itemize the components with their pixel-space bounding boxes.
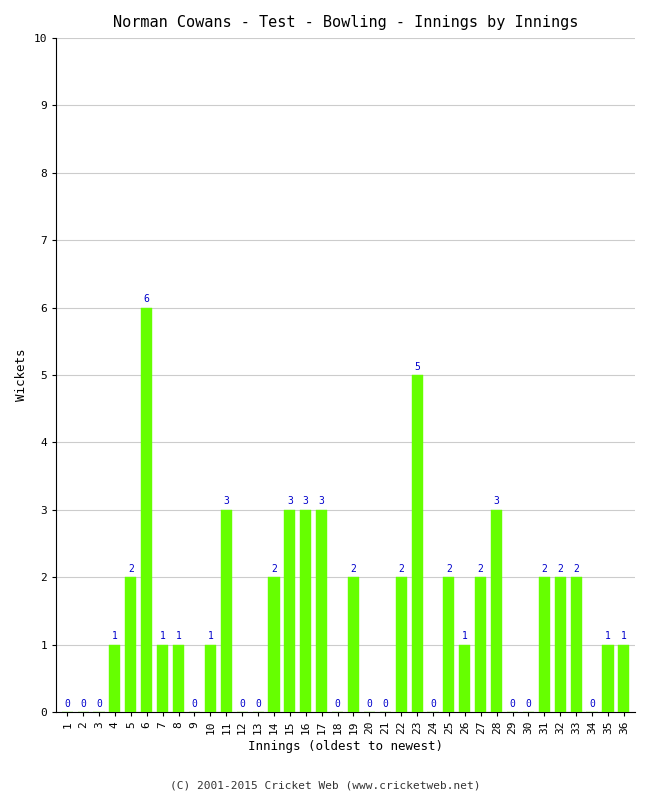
Text: 0: 0 [382,698,388,709]
Bar [475,577,486,712]
Text: 2: 2 [573,564,579,574]
Text: 1: 1 [621,631,627,641]
Text: 0: 0 [589,698,595,709]
Text: (C) 2001-2015 Cricket Web (www.cricketweb.net): (C) 2001-2015 Cricket Web (www.cricketwe… [170,781,480,790]
Bar [205,645,216,712]
Bar [173,645,184,712]
Text: 2: 2 [446,564,452,574]
Text: 3: 3 [494,497,500,506]
Text: 6: 6 [144,294,150,304]
Text: 0: 0 [64,698,70,709]
Text: 0: 0 [525,698,532,709]
Text: 2: 2 [541,564,547,574]
Text: 2: 2 [557,564,563,574]
Bar [539,577,550,712]
Bar [125,577,136,712]
Title: Norman Cowans - Test - Bowling - Innings by Innings: Norman Cowans - Test - Bowling - Innings… [113,15,578,30]
Text: 1: 1 [176,631,181,641]
Bar [284,510,296,712]
Bar [221,510,232,712]
Bar [411,375,422,712]
Bar [300,510,311,712]
Bar [141,308,152,712]
Text: 5: 5 [414,362,420,372]
Bar [571,577,582,712]
Text: 0: 0 [510,698,515,709]
X-axis label: Innings (oldest to newest): Innings (oldest to newest) [248,740,443,753]
Text: 0: 0 [335,698,341,709]
Text: 2: 2 [478,564,484,574]
Text: 3: 3 [318,497,324,506]
Bar [396,577,407,712]
Bar [268,577,280,712]
Bar [460,645,471,712]
Bar [491,510,502,712]
Bar [554,577,565,712]
Text: 0: 0 [80,698,86,709]
Text: 2: 2 [128,564,134,574]
Text: 0: 0 [367,698,372,709]
Text: 3: 3 [303,497,309,506]
Text: 2: 2 [398,564,404,574]
Bar [618,645,629,712]
Text: 1: 1 [605,631,611,641]
Text: 2: 2 [350,564,356,574]
Bar [157,645,168,712]
Text: 1: 1 [112,631,118,641]
Text: 0: 0 [239,698,245,709]
Text: 2: 2 [271,564,277,574]
Bar [443,577,454,712]
Text: 1: 1 [207,631,213,641]
Text: 0: 0 [192,698,198,709]
Text: 0: 0 [430,698,436,709]
Bar [316,510,327,712]
Text: 1: 1 [160,631,166,641]
Bar [109,645,120,712]
Text: 1: 1 [462,631,468,641]
Y-axis label: Wickets: Wickets [15,349,28,402]
Text: 0: 0 [255,698,261,709]
Bar [603,645,614,712]
Bar [348,577,359,712]
Text: 3: 3 [287,497,292,506]
Text: 3: 3 [224,497,229,506]
Text: 0: 0 [96,698,102,709]
